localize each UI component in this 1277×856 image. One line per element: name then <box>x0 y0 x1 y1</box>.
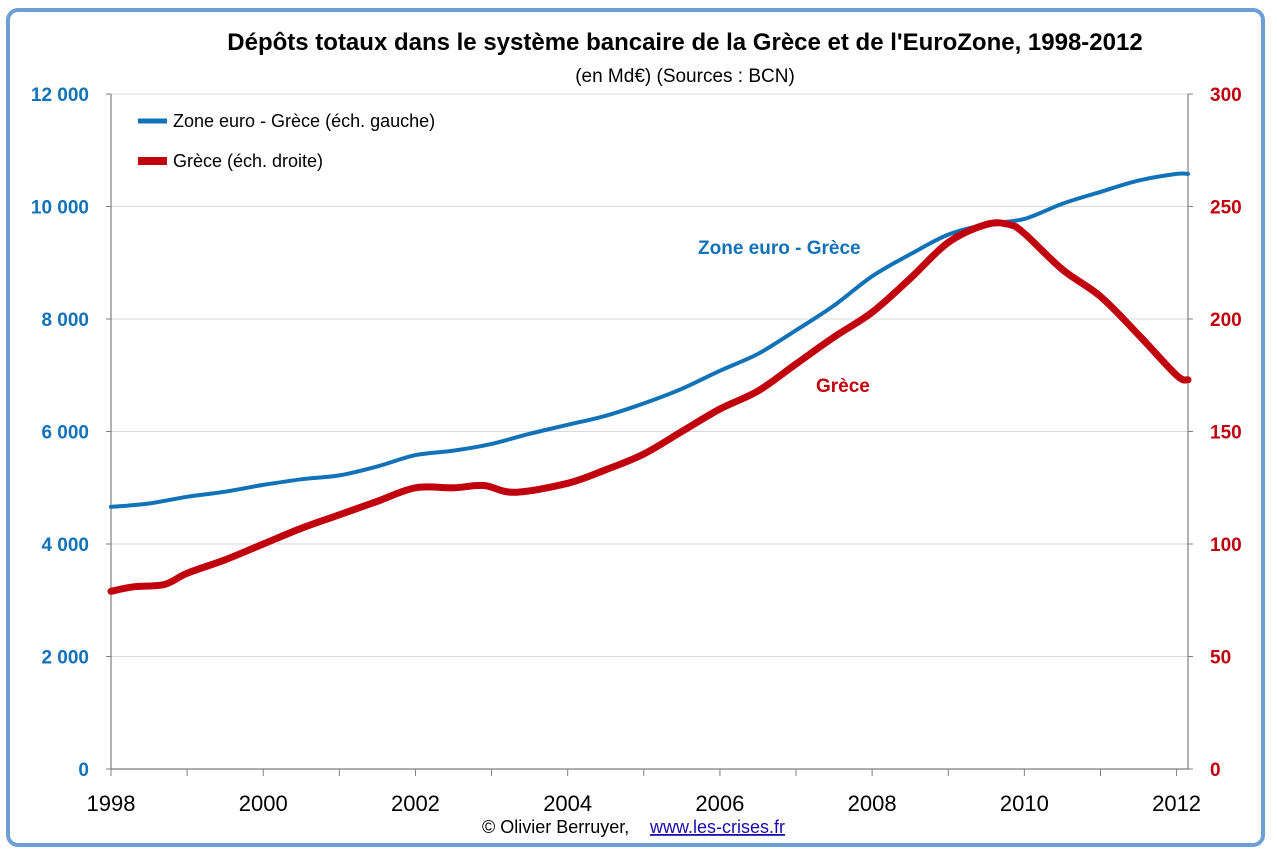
credit-link[interactable]: www.les-crises.fr <box>649 817 785 837</box>
legend-label-eurozone: Zone euro - Grèce (éch. gauche) <box>173 111 435 131</box>
gridlines <box>111 93 1188 657</box>
left-tick-label: 2 000 <box>41 648 89 669</box>
right-tick-label: 150 <box>1210 423 1242 444</box>
left-tick-label: 6 000 <box>41 423 89 444</box>
x-tick-label: 2010 <box>1000 791 1049 816</box>
right-tick-label: 50 <box>1210 648 1231 669</box>
right-axis-ticks: 0 50 100 150 200 250 300 <box>1210 85 1242 781</box>
axes <box>106 93 1193 776</box>
chart-subtitle: (en Md€) (Sources : BCN) <box>575 66 795 87</box>
left-tick-label: 12 000 <box>31 85 89 106</box>
right-tick-label: 200 <box>1210 310 1242 331</box>
right-tick-label: 0 <box>1210 760 1221 781</box>
x-tick-label: 2008 <box>848 791 897 816</box>
x-tick-label: 2002 <box>391 791 440 816</box>
left-tick-label: 10 000 <box>31 198 89 219</box>
annotation-greece: Grèce <box>816 376 870 397</box>
series-lines <box>107 171 1192 595</box>
chart-title: Dépôts totaux dans le système bancaire d… <box>227 29 1142 56</box>
series-line-greece <box>107 219 1192 595</box>
annotation-eurozone: Zone euro - Grèce <box>698 238 861 259</box>
x-tick-label: 1998 <box>87 791 136 816</box>
x-tick-label: 2012 <box>1152 791 1201 816</box>
x-axis-ticks: 1998 2000 2002 2004 2006 2008 2010 2012 <box>87 791 1202 816</box>
x-tick-label: 2006 <box>695 791 744 816</box>
right-tick-label: 100 <box>1210 535 1242 556</box>
chart-frame <box>6 8 1265 847</box>
left-tick-label: 4 000 <box>41 535 89 556</box>
left-tick-label: 8 000 <box>41 310 89 331</box>
x-tick-label: 2004 <box>543 791 592 816</box>
legend-label-greece: Grèce (éch. droite) <box>173 151 323 171</box>
series-line-eurozone <box>109 171 1190 509</box>
credit-text: © Olivier Berruyer, <box>482 817 629 837</box>
left-axis-ticks: 0 2 000 4 000 6 000 8 000 10 000 12 000 <box>31 85 89 781</box>
right-tick-label: 250 <box>1210 198 1242 219</box>
left-tick-label: 0 <box>78 760 89 781</box>
x-tick-label: 2000 <box>239 791 288 816</box>
right-tick-label: 300 <box>1210 85 1242 106</box>
legend: Zone euro - Grèce (éch. gauche) Grèce (é… <box>138 111 435 171</box>
